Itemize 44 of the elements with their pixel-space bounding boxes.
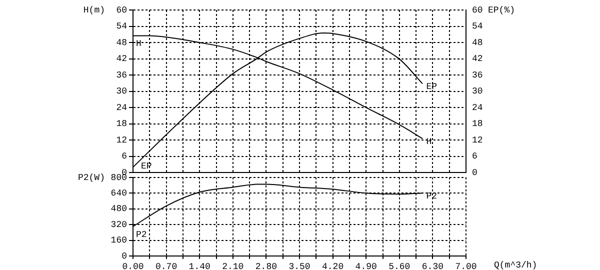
x-tick-label: 7.00 (455, 262, 477, 270)
x-tick-label: 0.00 (122, 262, 144, 270)
y-tick-label: 18 (116, 119, 127, 130)
y2-tick-label: 12 (472, 135, 483, 146)
series-label: EP (141, 162, 152, 172)
x-tick-label: 1.40 (188, 262, 210, 270)
x-tick-label: 6.30 (422, 262, 444, 270)
y-tick-label: 54 (116, 22, 127, 32)
y-tick-label: 6 (122, 152, 127, 162)
y-tick-label: 42 (116, 54, 127, 64)
y2-tick-label: 60 (472, 5, 483, 16)
y-tick-label: 0 (122, 251, 127, 262)
y2-tick-label: 36 (472, 70, 483, 80)
y2-tick-label: 42 (472, 54, 483, 64)
y2-tick-label: 30 (472, 86, 483, 97)
y2-tick-label: 48 (472, 38, 483, 48)
y-tick-label: 480 (110, 204, 127, 214)
y2-tick-label: 18 (472, 119, 483, 130)
y-tick-label: 48 (116, 38, 127, 48)
y-tick-label: 800 (110, 172, 127, 183)
y-tick-label: 320 (110, 220, 127, 230)
y-tick-label: 30 (116, 86, 127, 97)
y-tick-label: 24 (116, 102, 127, 113)
y-tick-label: 36 (116, 70, 127, 80)
y-tick-label: 160 (110, 236, 127, 246)
x-tick-label: 2.80 (255, 262, 278, 270)
y2-tick-label: 54 (472, 22, 483, 32)
y2-axis-title: EP(%) (488, 5, 516, 16)
x-axis-title: Q(m^3/h) (494, 260, 538, 270)
x-tick-label: 3.50 (288, 262, 310, 270)
text: P2 (136, 230, 147, 240)
y2-tick-label: 24 (472, 102, 483, 113)
x-tick-label: 2.10 (222, 262, 244, 270)
y2-tick-label: 6 (472, 152, 478, 162)
x-tick-label: 5.60 (388, 262, 410, 270)
y-tick-label: 640 (110, 188, 127, 199)
x-tick-label: 0.70 (155, 262, 178, 270)
y-axis-title: P2(W) (78, 172, 105, 183)
y2-tick-label: 0 (472, 168, 478, 178)
x-tick-label: 4.20 (322, 262, 344, 270)
y-axis-title: H(m) (83, 5, 105, 16)
x-tick-label: 4.90 (355, 262, 377, 270)
y-tick-label: 60 (116, 5, 127, 16)
y-tick-label: 12 (116, 135, 127, 146)
